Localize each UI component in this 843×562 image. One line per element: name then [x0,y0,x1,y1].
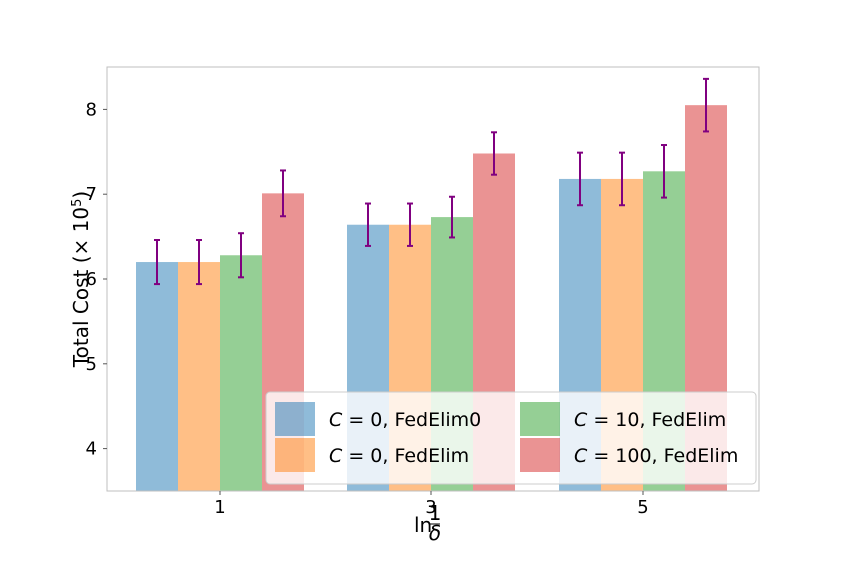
error-bar-4-3 [491,131,497,176]
error-bars-group [154,77,709,286]
error-bar-2-3 [407,202,413,247]
error-bar-3-1 [238,232,244,279]
legend-swatch [520,402,560,436]
error-bar-2-5 [619,151,625,207]
y-axis-label: Total Cost (× 105) [69,191,93,368]
legend-label: C = 0, FedElim0 [329,409,481,431]
x-tick-label: 5 [637,497,648,518]
error-bar-2-1 [196,238,202,286]
error-bar-1-5 [577,151,583,207]
legend-swatch [520,438,560,472]
legend-box [265,391,757,485]
legend-item-2: C = 0, FedElim [275,438,469,472]
error-bar-1-1 [154,238,160,286]
legend-item-3: C = 10, FedElim [520,402,726,436]
legend-item-1: C = 0, FedElim0 [275,402,481,436]
x-axis-ticks: 1 3 5 [214,491,649,518]
y-tick-label: 7 [86,184,97,205]
error-bar-3-5 [661,144,667,199]
bar-1-1 [136,262,178,491]
legend-label: C = 100, FedElim [574,445,738,467]
y-tick-label: 6 [86,269,97,290]
legend-swatch [275,438,315,472]
y-tick-label: 5 [86,354,97,375]
x-axis-label: ln 1 δ [414,501,441,545]
error-bar-4-1 [280,169,286,218]
bar-2-1 [178,262,220,491]
svg-text:ln: ln [414,513,432,537]
y-tick-label: 8 [86,99,97,120]
legend-swatch [275,402,315,436]
svg-text:δ: δ [429,521,441,545]
svg-text:1: 1 [429,501,442,525]
error-bar-1-3 [365,202,371,247]
y-axis-ticks: 4 5 6 7 8 [86,99,107,460]
legend-label: C = 10, FedElim [574,409,726,431]
legend: C = 0, FedElim0 C = 0, FedElim C = 10, Fed… [265,391,757,485]
legend-item-4: C = 100, FedElim [520,438,738,472]
y-tick-label: 4 [86,439,97,460]
error-bar-4-5 [703,77,709,133]
bar-3-1 [220,255,262,491]
legend-label: C = 0, FedElim [329,445,469,467]
error-bar-3-3 [449,195,455,239]
x-tick-label: 1 [214,497,225,518]
x-tick-label: 3 [425,497,436,518]
